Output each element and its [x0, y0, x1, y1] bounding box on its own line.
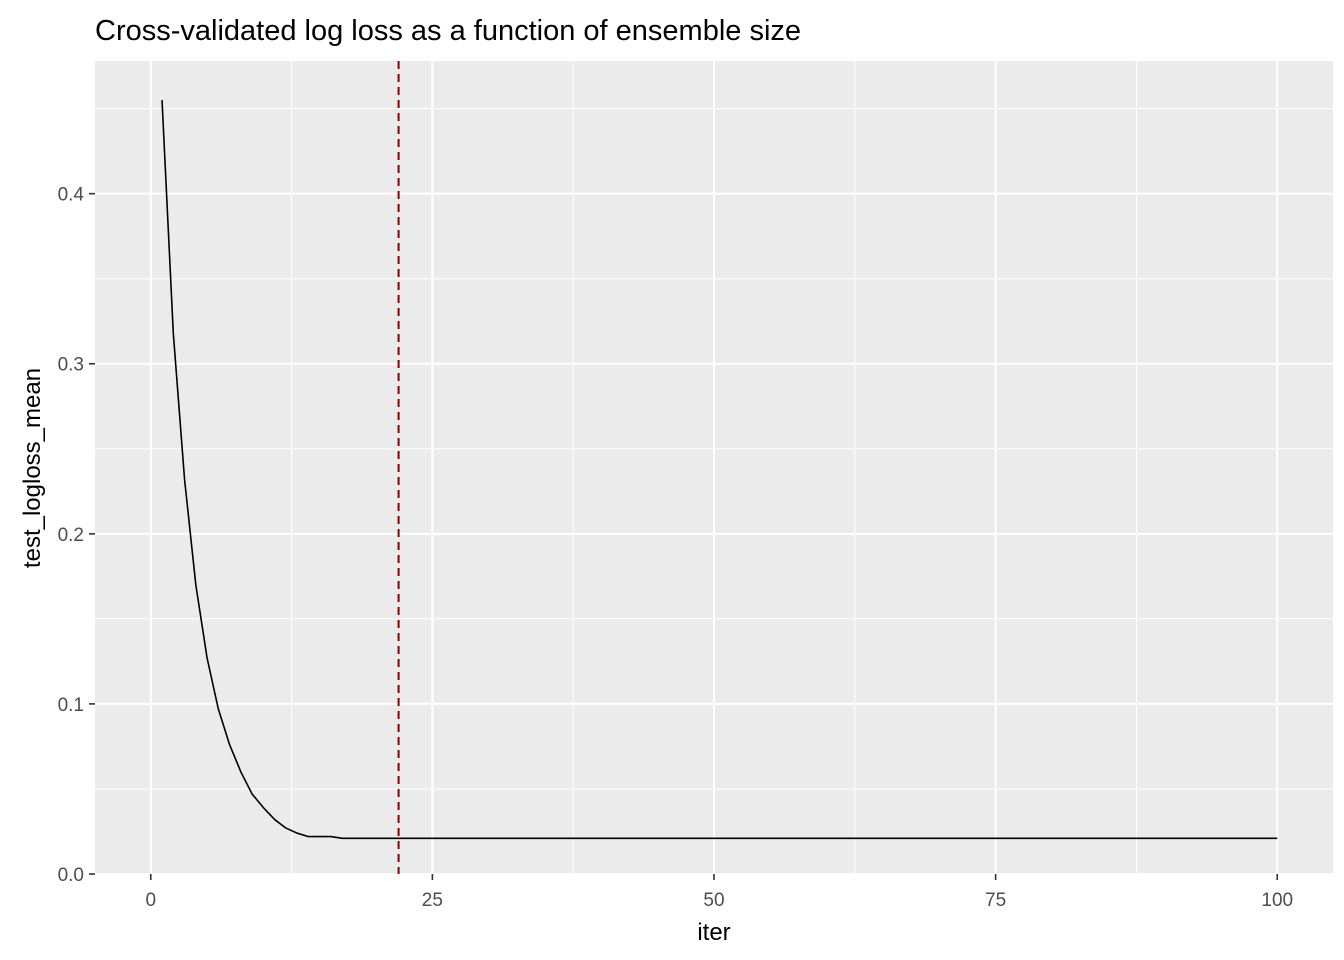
series-line	[161, 100, 1278, 840]
x-tick-label: 50	[703, 890, 724, 911]
y-tick-label: 0.4	[58, 185, 85, 206]
y-tick-label: 0.3	[58, 355, 84, 376]
x-tick-label: 100	[1261, 890, 1293, 911]
y-tick-label: 0.1	[58, 695, 84, 716]
y-axis: 0.0 0.1 0.2 0.3 0.4	[58, 185, 95, 886]
x-tick-label: 0	[145, 890, 156, 911]
x-axis: 0 25 50 75 100	[145, 874, 1293, 911]
chart-title: Cross-validated log loss as a function o…	[95, 15, 801, 47]
x-tick-label: 25	[422, 890, 443, 911]
x-tick-label: 75	[985, 890, 1006, 911]
x-axis-title: iter	[697, 919, 730, 946]
y-axis-title: test_logloss_mean	[19, 368, 46, 568]
y-tick-label: 0.2	[58, 525, 84, 546]
series-layer	[161, 100, 1278, 840]
major-gridlines	[95, 61, 1333, 875]
y-tick-label: 0.0	[58, 865, 84, 886]
